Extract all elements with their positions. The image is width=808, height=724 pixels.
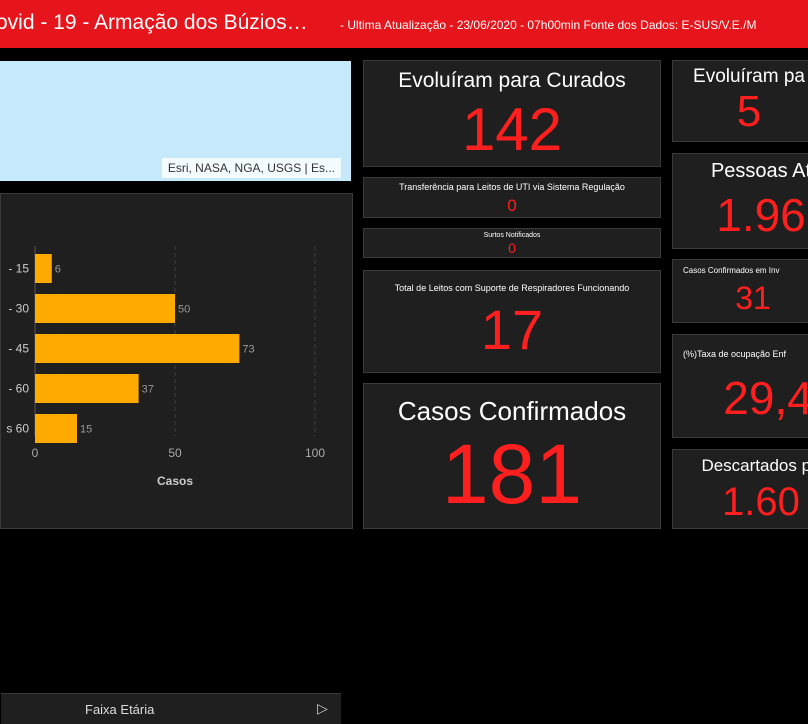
curados-panel: Evoluíram para Curados 142 — [363, 60, 661, 167]
respiradores-title: Total de Leitos com Suporte de Respirado… — [394, 283, 630, 293]
respiradores-value: 17 — [480, 298, 544, 361]
chevron-right-icon[interactable]: ▷ — [317, 700, 328, 716]
investigacao-title: Casos Confirmados em Inv — [683, 266, 780, 275]
obito-panel: Evoluíram pa 5 — [672, 60, 808, 142]
surtos-value: 0 — [508, 240, 516, 256]
confirmados-value: 181 — [441, 427, 583, 521]
x-tick-label-0: 0 — [32, 446, 39, 460]
curados-value: 142 — [461, 96, 563, 163]
atendidas-value: 1.96 — [716, 189, 806, 241]
bar-1 — [35, 294, 175, 323]
chart-footer: Faixa Etária ▷ — [1, 693, 341, 724]
investigacao-panel: Casos Confirmados em Inv 31 — [672, 259, 808, 323]
category-label-0: - 15 — [8, 262, 29, 276]
x-tick-label-2: 100 — [305, 446, 325, 460]
atendidas-title: Pessoas At — [710, 160, 808, 182]
uti-title: Transferência para Leitos de UTI via Sis… — [399, 182, 625, 192]
bar-2 — [35, 334, 240, 363]
respiradores-panel: Total de Leitos com Suporte de Respirado… — [363, 270, 661, 373]
age-group-chart-panel: 0 50 100 - 15 6 - 30 50 - 45 73 - 60 37 s 60 15 Casos… — [0, 193, 353, 724]
descartados-value: 1.60 — [722, 480, 800, 524]
taxa-value: 29,4 — [723, 372, 808, 424]
value-label-4: 15 — [80, 424, 92, 436]
confirmados-panel: Casos Confirmados 181 — [363, 383, 661, 529]
uti-value: 0 — [507, 196, 517, 215]
bar-3 — [35, 374, 139, 403]
map-attribution[interactable]: Esri, NASA, NGA, USGS | Es... — [161, 158, 341, 178]
curados-title: Evoluíram para Curados — [398, 69, 626, 92]
taxa-panel: (%)Taxa de ocupação Enf 29,4 — [672, 334, 808, 438]
surtos-panel: Surtos Notificados 0 — [363, 228, 661, 258]
taxa-title: (%)Taxa de ocupação Enf — [683, 349, 787, 359]
obito-title: Evoluíram pa — [693, 66, 805, 87]
x-tick-label-1: 50 — [168, 446, 182, 460]
x-axis-title: Casos — [157, 474, 193, 488]
descartados-panel: Descartados po 1.60 — [672, 449, 808, 529]
descartados-title: Descartados po — [701, 456, 808, 475]
last-update-text: - Ultima Atualização - 23/06/2020 - 07h0… — [340, 18, 757, 32]
atendidas-panel: Pessoas At 1.96 — [672, 153, 808, 249]
dashboard-title: ovid - 19 - Armação dos Búzios… — [0, 11, 308, 34]
value-label-1: 50 — [178, 304, 190, 316]
obito-value: 5 — [736, 87, 762, 136]
map-view[interactable]: 4km 2mi Esri, NASA, NGA, USGS | Es... — [0, 61, 351, 181]
chart-footer-label: Faixa Etária — [85, 702, 155, 717]
bar-4 — [35, 414, 77, 443]
confirmados-title: Casos Confirmados — [397, 396, 627, 426]
bar-0 — [35, 254, 52, 283]
uti-panel: Transferência para Leitos de UTI via Sis… — [363, 177, 661, 218]
surtos-title: Surtos Notificados — [483, 232, 541, 239]
category-label-4: s 60 — [6, 422, 29, 436]
value-label-3: 37 — [142, 384, 154, 396]
category-label-2: - 45 — [8, 342, 29, 356]
value-label-2: 73 — [242, 344, 254, 356]
header-bar: ovid - 19 - Armação dos Búzios… - Ultima… — [0, 0, 808, 48]
age-group-bar-chart: 0 50 100 - 15 6 - 30 50 - 45 73 - 60 37 s 60 15 Casos — [6, 246, 325, 488]
category-label-3: - 60 — [8, 382, 29, 396]
value-label-0: 6 — [55, 264, 61, 276]
investigacao-value: 31 — [735, 280, 771, 316]
category-label-1: - 30 — [8, 302, 29, 316]
